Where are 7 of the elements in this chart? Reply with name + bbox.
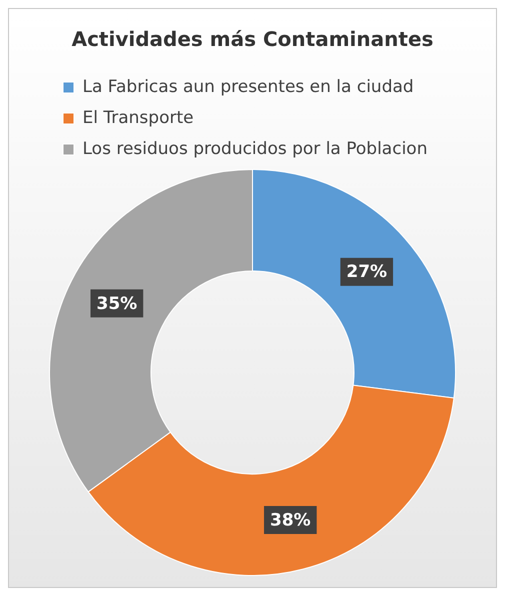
legend-label: Los residuos producidos por la Poblacion [82, 138, 428, 159]
legend-label: El Transporte [82, 108, 194, 128]
data-label: 38% [270, 510, 311, 530]
legend-label: La Fabricas aun presentes en la ciudad [82, 76, 414, 97]
data-label: 27% [346, 262, 388, 282]
data-label: 35% [96, 294, 138, 314]
chart-title: Actividades más Contaminantes [72, 27, 434, 52]
